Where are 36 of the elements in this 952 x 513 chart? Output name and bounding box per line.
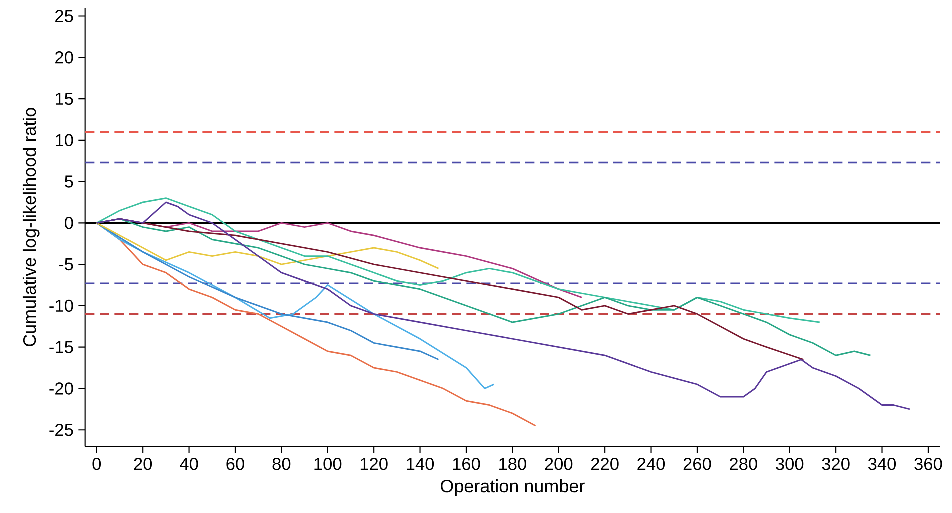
y-tick-label: -25: [50, 424, 74, 436]
x-tick-label: 200: [545, 458, 573, 470]
y-tick-label: 5: [65, 176, 74, 188]
x-tick-label: 300: [776, 458, 804, 470]
x-tick-label: 220: [591, 458, 619, 470]
x-tick-label: 40: [180, 458, 198, 470]
line-series: [96, 222, 440, 360]
x-tick-label: 140: [407, 458, 434, 470]
x-tick-label: 360: [914, 458, 942, 470]
y-tick-label: 0: [64, 216, 74, 230]
y-tick-label: 25: [56, 10, 74, 22]
y-tick-label: 10: [56, 134, 74, 146]
x-tick-label: 280: [730, 458, 758, 470]
y-axis-title: Cumulative log-likelihood ratio: [22, 108, 40, 346]
x-tick-label: 240: [638, 458, 666, 470]
x-tick-label: 260: [684, 458, 712, 470]
x-tick-label: 120: [360, 458, 388, 470]
y-tick-label: -20: [50, 382, 74, 395]
line-series: [96, 222, 440, 270]
y-tick-label: 15: [56, 92, 74, 105]
x-tick-label: 80: [272, 458, 291, 470]
x-tick-label: 340: [868, 458, 896, 470]
x-tick-label: 320: [822, 458, 850, 470]
y-tick-label: -15: [50, 341, 74, 354]
y-tick-label: -5: [59, 258, 74, 270]
line-series: [96, 197, 821, 324]
x-tick-label: 160: [453, 458, 480, 470]
x-tick-label: 60: [226, 458, 244, 470]
x-axis-title: Operation number: [440, 479, 585, 496]
line-series: [96, 222, 495, 390]
x-tick-label: 20: [134, 458, 152, 470]
y-tick-label: -10: [50, 300, 74, 312]
x-tick-label: 0: [92, 458, 102, 470]
x-tick-label: 100: [314, 458, 342, 470]
x-tick-label: 180: [500, 458, 526, 470]
y-tick-label: 20: [56, 51, 74, 64]
